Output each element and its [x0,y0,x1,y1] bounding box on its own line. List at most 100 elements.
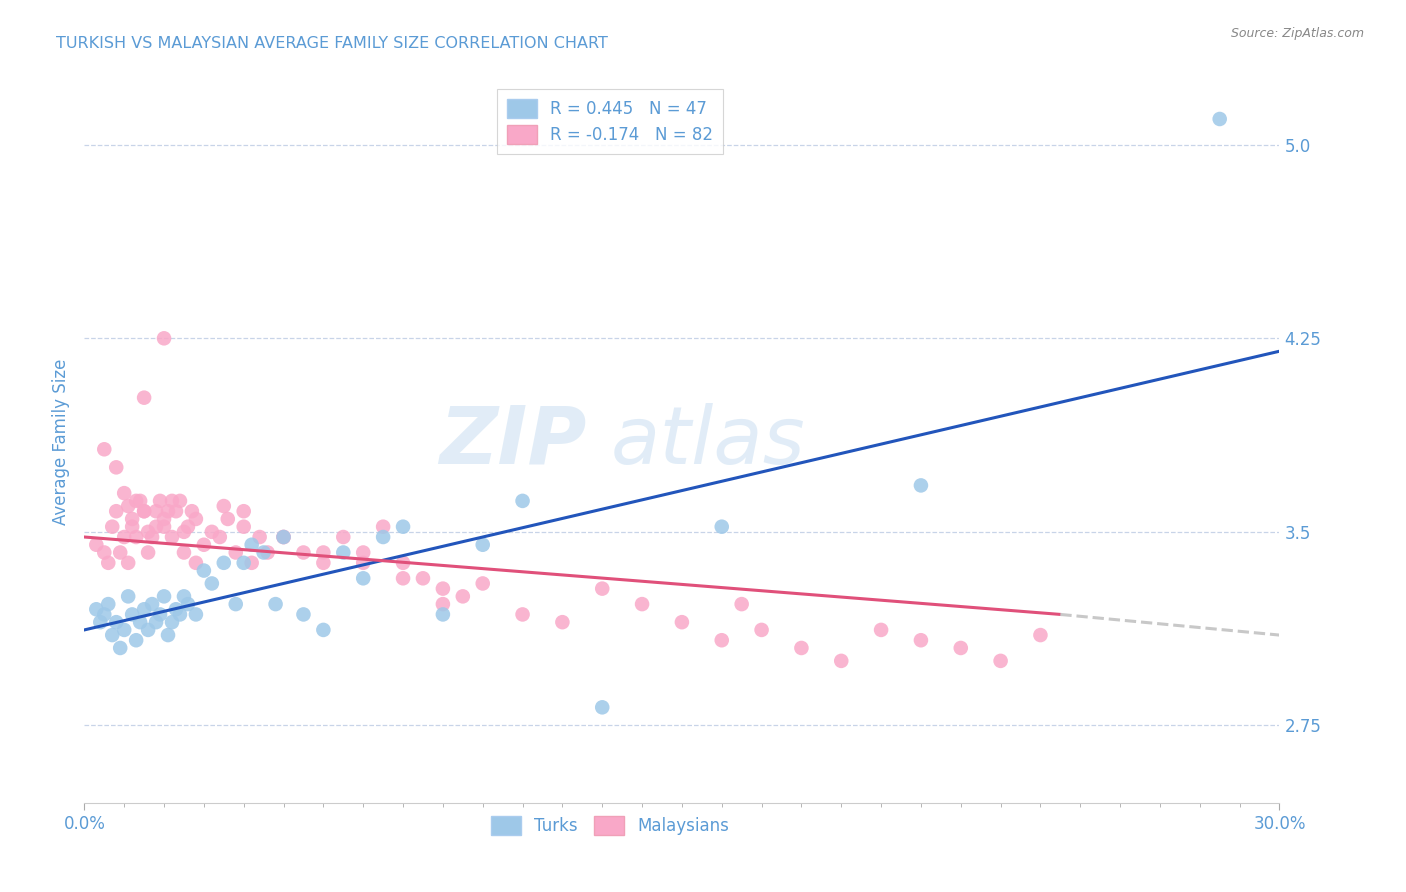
Point [631,597,654,611]
Point [132,391,156,405]
Point [141,530,163,544]
Point [173,545,195,559]
Point [240,538,263,552]
Point [101,519,124,533]
Point [105,504,128,518]
Point [232,556,254,570]
Point [157,628,180,642]
Point [136,545,159,559]
Point [312,545,335,559]
Point [184,607,207,622]
Point [121,519,143,533]
Point [412,571,434,585]
Point [153,519,176,533]
Point [160,530,183,544]
Point [710,633,733,648]
Text: atlas: atlas [610,402,806,481]
Point [512,494,534,508]
Point [432,582,454,596]
Point [193,538,215,552]
Point [86,602,108,616]
Point [312,623,335,637]
Point [112,486,135,500]
Point [117,556,139,570]
Point [731,597,754,611]
Point [110,545,132,559]
Point [249,530,271,544]
Point [990,654,1012,668]
Point [177,597,200,611]
Y-axis label: Average Family Size: Average Family Size [52,359,70,524]
Point [208,530,231,544]
Point [591,582,613,596]
Point [273,530,295,544]
Point [121,607,143,622]
Point [112,530,135,544]
Point [910,478,932,492]
Point [392,571,415,585]
Point [97,556,120,570]
Point [253,545,276,559]
Point [105,615,128,630]
Point [352,556,374,570]
Point [217,512,239,526]
Point [949,640,972,655]
Point [910,633,932,648]
Point [129,615,152,630]
Point [149,494,172,508]
Point [169,607,191,622]
Legend: Turks, Malaysians: Turks, Malaysians [481,805,740,845]
Point [165,504,187,518]
Point [160,615,183,630]
Point [145,519,167,533]
Point [710,519,733,533]
Point [121,512,143,526]
Point [392,519,415,533]
Point [129,494,152,508]
Point [157,504,180,518]
Point [870,623,893,637]
Point [193,564,215,578]
Point [232,504,254,518]
Point [292,607,315,622]
Point [352,571,374,585]
Text: Source: ZipAtlas.com: Source: ZipAtlas.com [1230,27,1364,40]
Point [1209,112,1232,126]
Point [184,556,207,570]
Point [751,623,773,637]
Point [292,545,315,559]
Point [551,615,574,630]
Point [373,530,395,544]
Point [201,524,224,539]
Point [212,499,235,513]
Point [201,576,224,591]
Point [169,494,191,508]
Point [125,633,148,648]
Point [149,607,172,622]
Point [177,519,200,533]
Point [830,654,852,668]
Point [93,545,115,559]
Point [256,545,278,559]
Point [181,504,204,518]
Point [392,556,415,570]
Point [125,530,148,544]
Point [125,494,148,508]
Point [145,615,167,630]
Point [352,545,374,559]
Point [432,607,454,622]
Point [225,545,247,559]
Point [153,590,176,604]
Point [240,556,263,570]
Point [110,640,132,655]
Point [432,597,454,611]
Point [173,524,195,539]
Point [136,623,159,637]
Point [471,576,494,591]
Point [790,640,813,655]
Point [273,530,295,544]
Point [312,556,335,570]
Point [117,590,139,604]
Point [332,530,354,544]
Point [264,597,287,611]
